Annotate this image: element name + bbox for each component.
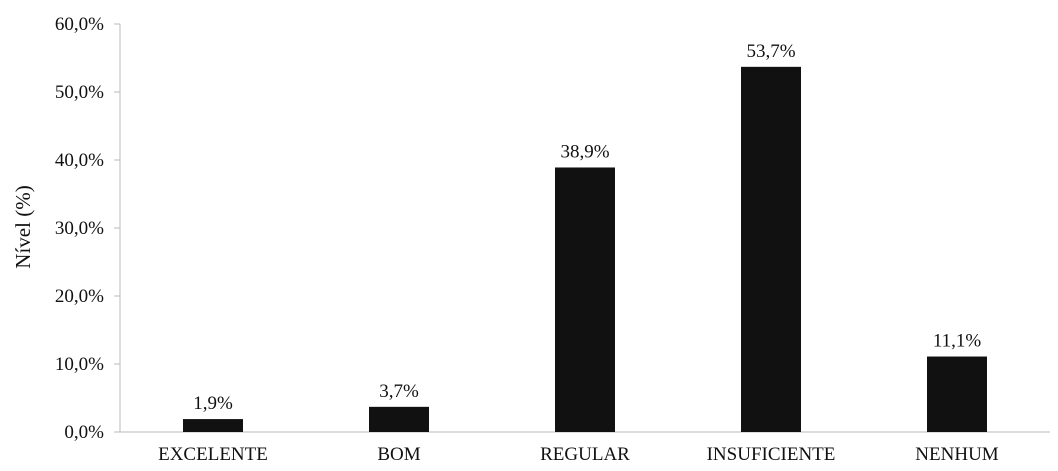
plot-area: 0,0% 10,0% 20,0% 30,0% 40,0% 50,0% 60,0% 1,9% EX… — [55, 14, 1050, 465]
y-tick-label: 30,0% — [55, 218, 104, 239]
data-label: 38,9% — [560, 141, 609, 162]
y-tick-label: 60,0% — [55, 14, 104, 35]
bar-excelente — [183, 419, 243, 432]
x-category-label: REGULAR — [540, 444, 630, 465]
y-tick-label: 10,0% — [55, 354, 104, 375]
bar-bom — [369, 406, 429, 432]
x-category-label: INSUFICIENTE — [707, 444, 836, 465]
y-tick-label: 20,0% — [55, 286, 104, 307]
x-category-label: NENHUM — [915, 444, 998, 465]
bar-regular — [555, 167, 615, 433]
data-label: 1,9% — [193, 393, 233, 414]
data-label: 53,7% — [746, 41, 795, 62]
y-tick-label: 0,0% — [64, 422, 104, 443]
y-tick-label: 40,0% — [55, 150, 104, 171]
x-category-label: BOM — [377, 444, 420, 465]
data-label: 11,1% — [933, 331, 982, 352]
bar-nenhum — [927, 356, 987, 432]
x-category-label: EXCELENTE — [158, 444, 268, 465]
data-label: 3,7% — [379, 381, 419, 402]
y-axis-title: Nível (%) — [11, 185, 35, 268]
bar-insuficiente — [741, 66, 801, 432]
y-tick-label: 50,0% — [55, 82, 104, 103]
